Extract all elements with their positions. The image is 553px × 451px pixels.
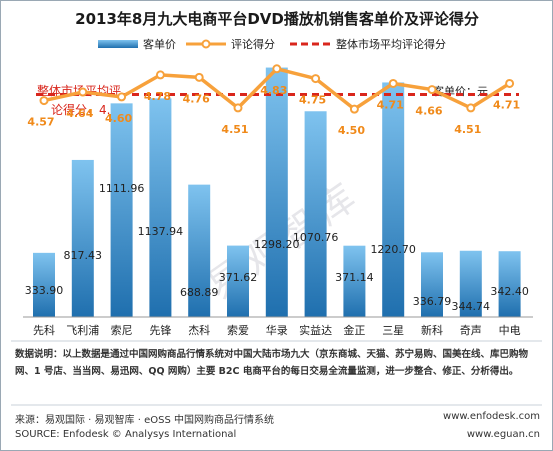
- bar-4: [188, 184, 211, 317]
- score-marker-9: [388, 78, 398, 88]
- score-label-1: 4.64: [66, 107, 93, 120]
- bar-label-7: 1070.76: [293, 231, 339, 244]
- bar-5: [227, 245, 249, 317]
- bar-10: [421, 252, 443, 317]
- legend-avg-label: 整体市场平均评论得分: [336, 37, 446, 51]
- score-marker-7: [311, 74, 321, 84]
- x-axis-tick-labels: 先科 飞利浦 索尼 先锋 杰科 索爱 华录 实益达 金正 三星 新科 奇声 中电: [33, 323, 521, 337]
- x-tick-1: 飞利浦: [66, 324, 99, 337]
- source-en: SOURCE: Enfodesk © Analysys Internationa…: [15, 429, 237, 440]
- bar-label-2: 1111.96: [99, 182, 145, 195]
- legend-line-label: 评论得分: [231, 37, 275, 51]
- score-marker-0: [39, 96, 49, 106]
- bar-label-1: 817.43: [64, 249, 103, 262]
- x-tick-0: 先科: [33, 323, 55, 337]
- x-tick-12: 中电: [499, 324, 521, 337]
- bar-series: [33, 67, 521, 318]
- x-tick-5: 索爱: [227, 323, 249, 337]
- bar-2: [110, 103, 133, 318]
- score-series: [39, 64, 515, 114]
- legend-line-marker: [201, 39, 211, 49]
- x-tick-3: 先锋: [149, 324, 171, 337]
- bar-label-8: 371.14: [335, 271, 374, 284]
- bar-12: [498, 251, 521, 317]
- score-value-labels: 4.57 4.64 4.60 4.78 4.76 4.51 4.83 4.75 4.50 4.71…: [27, 84, 520, 137]
- chart-title: 2013年8月九大电商平台DVD播放机销售客单价及评论得分: [75, 10, 479, 28]
- score-label-10: 4.66: [415, 105, 442, 118]
- score-marker-12: [505, 78, 515, 88]
- score-label-8: 4.50: [338, 124, 365, 137]
- score-label-9: 4.71: [377, 98, 404, 111]
- x-tick-4: 杰科: [188, 323, 210, 337]
- bar-label-11: 344.74: [452, 300, 491, 313]
- score-label-4: 4.76: [183, 92, 210, 105]
- url-enfodesk[interactable]: www.enfodesk.com: [443, 411, 540, 422]
- score-marker-3: [155, 70, 165, 80]
- score-label-7: 4.75: [299, 94, 326, 107]
- bar-label-12: 342.40: [490, 285, 529, 298]
- bar-label-0: 333.90: [25, 284, 64, 297]
- x-tick-10: 新科: [421, 323, 443, 337]
- legend: 客单价 评论得分 整体市场平均评论得分: [98, 37, 446, 51]
- bar-0: [33, 252, 55, 317]
- score-label-2: 4.60: [105, 112, 132, 125]
- avg-annotation-line2: 论得分，4.62: [51, 102, 126, 117]
- x-tick-9: 三星: [382, 324, 404, 337]
- score-label-5: 4.51: [221, 123, 248, 136]
- legend-bar-label: 客单价: [143, 37, 176, 51]
- score-marker-11: [466, 103, 476, 113]
- bar-label-5: 371.62: [219, 271, 258, 284]
- data-note: 数据说明：以上数据是通过中国网购商品行情系统对中国大陆市场九大（京东商城、天猫、…: [15, 349, 529, 377]
- score-label-3: 4.78: [144, 90, 171, 103]
- bar-label-6: 1298.20: [254, 238, 300, 251]
- bar-label-10: 336.79: [413, 295, 452, 308]
- x-tick-2: 索尼: [111, 323, 133, 337]
- bar-6: [265, 67, 288, 317]
- score-marker-10: [427, 85, 437, 95]
- score-marker-5: [233, 103, 243, 113]
- x-tick-6: 华录: [266, 323, 288, 337]
- bar-label-4: 688.89: [180, 286, 219, 299]
- x-tick-8: 金正: [343, 323, 365, 337]
- legend-bar-swatch: [98, 40, 138, 48]
- score-marker-1: [78, 87, 88, 97]
- bar-3: [149, 98, 172, 317]
- score-label-11: 4.51: [454, 123, 481, 136]
- bar-1: [71, 159, 94, 317]
- bar-7: [304, 111, 327, 318]
- bar-8: [343, 245, 366, 317]
- bar-label-9: 1220.70: [370, 243, 416, 256]
- score-marker-6: [272, 64, 282, 74]
- score-marker-8: [349, 104, 359, 114]
- source-cn: 来源：易观国际 · 易观智库 · eOSS 中国网购商品行情系统: [15, 415, 274, 426]
- score-label-6: 4.83: [260, 84, 287, 97]
- bar-label-3: 1137.94: [138, 225, 184, 238]
- bar-9: [382, 82, 405, 317]
- score-marker-4: [194, 72, 204, 82]
- score-marker-2: [117, 92, 127, 102]
- score-label-0: 4.57: [27, 116, 54, 129]
- url-eguan[interactable]: www.eguan.cn: [466, 429, 540, 440]
- x-tick-11: 奇声: [460, 323, 482, 337]
- score-label-12: 4.71: [493, 98, 520, 111]
- x-tick-7: 实益达: [299, 323, 332, 337]
- bar-11: [459, 250, 482, 317]
